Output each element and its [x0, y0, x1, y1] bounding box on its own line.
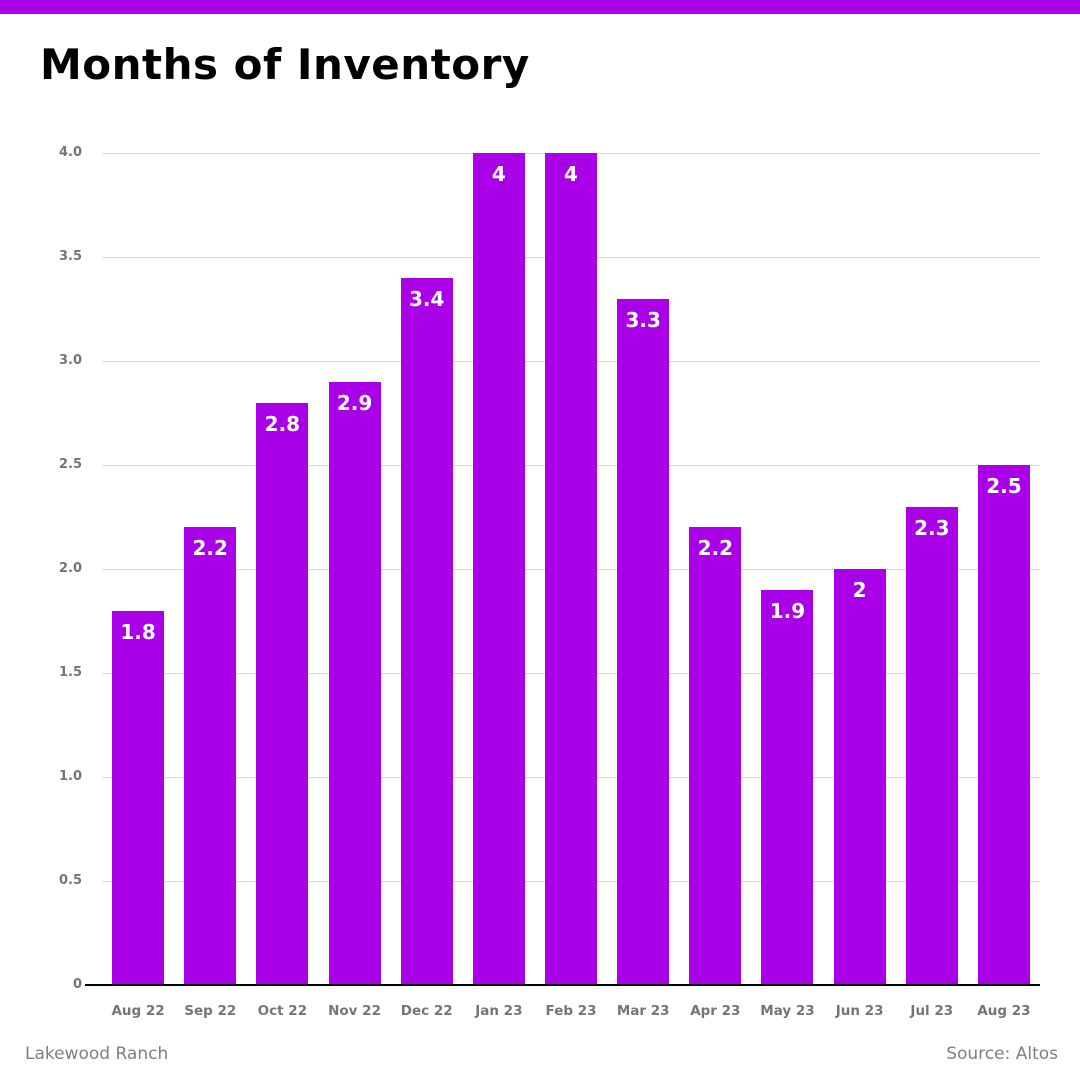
bar-mar-23: 3.3	[617, 298, 670, 985]
plot-area: 1.8 2.2 2.8 2.9 3.4 4 4 3.3 2.2 1.9 2 2.3 2.5	[85, 153, 1040, 986]
y-tick-label-0: 0	[72, 977, 82, 992]
bar-jul-23: 2.3	[905, 506, 958, 985]
chart-title: Months of Inventory	[40, 40, 530, 89]
bar-may-23: 1.9	[761, 589, 814, 985]
bar-slot-dec-22: 3.4	[391, 153, 463, 985]
x-tick-label-mar-23: Mar 23	[616, 1003, 670, 1019]
bar-slot-jun-23: 2	[824, 153, 896, 985]
bar-aug-23: 2.5	[977, 465, 1030, 985]
x-tick-label-feb-23: Feb 23	[545, 1003, 597, 1019]
bar-value-label-aug-23: 2.5	[986, 474, 1022, 498]
x-tick-label-apr-23: Apr 23	[690, 1003, 741, 1019]
bar-nov-22: 2.9	[328, 381, 381, 985]
y-tick-label-3.0: 3.0	[58, 353, 82, 368]
bar-value-label-mar-23: 3.3	[625, 307, 661, 332]
x-tick-label-jul-23: Jul 23	[910, 1003, 954, 1019]
bar-slot-may-23: 1.9	[751, 153, 823, 985]
bar-slot-oct-22: 2.8	[246, 153, 318, 985]
bar-jan-23: 4	[472, 153, 525, 985]
y-axis-tick-labels: 0 0.5 1.0 1.5 2.0 2.5 3.0 3.5 4.0	[0, 145, 82, 992]
bar-slot-apr-23: 2.2	[679, 153, 751, 985]
bar-slot-mar-23: 3.3	[607, 153, 679, 985]
x-tick-label-may-23: May 23	[760, 1003, 815, 1019]
x-tick-label-nov-22: Nov 22	[328, 1003, 381, 1019]
bar-value-label-sep-22: 2.2	[192, 536, 228, 561]
bar-value-label-nov-22: 2.9	[336, 390, 373, 415]
bar-slot-jan-23: 4	[463, 153, 535, 985]
x-axis-tick-labels: Aug 22 Sep 22 Oct 22 Nov 22 Dec 22 Jan 23 Feb …	[102, 1003, 1040, 1019]
y-tick-label-1.0: 1.0	[58, 769, 82, 784]
bar-slot-nov-22: 2.9	[318, 153, 390, 985]
bar-value-label-jul-23: 2.3	[914, 515, 950, 540]
bar-value-label-jan-23: 4	[491, 162, 506, 186]
y-tick-label-4.0: 4.0	[58, 145, 82, 160]
x-tick-label-jan-23: Jan 23	[475, 1003, 523, 1019]
bar-sep-22: 2.2	[184, 527, 237, 985]
footer-source-label: Source: Altos	[946, 1044, 1058, 1064]
bar-dec-22: 3.4	[400, 277, 453, 985]
bar-value-label-apr-23: 2.2	[697, 536, 734, 561]
x-tick-label-jun-23: Jun 23	[835, 1003, 884, 1019]
bar-apr-23: 2.2	[689, 527, 742, 985]
x-tick-label-aug-23: Aug 23	[977, 1003, 1031, 1019]
bar-value-label-aug-22: 1.8	[120, 619, 156, 644]
bar-slot-sep-22: 2.2	[174, 153, 246, 985]
bar-value-label-feb-23: 4	[564, 162, 578, 186]
bar-slot-aug-23: 2.5	[968, 153, 1040, 985]
bar-value-label-dec-22: 3.4	[408, 286, 445, 311]
bar-aug-22: 1.8	[112, 610, 165, 985]
x-axis-baseline	[85, 983, 1040, 986]
x-tick-label-dec-22: Dec 22	[400, 1003, 453, 1019]
bar-value-label-jun-23: 2	[852, 578, 867, 602]
bars-container: 1.8 2.2 2.8 2.9 3.4 4 4 3.3 2.2 1.9 2 2.3 2.5	[102, 153, 1040, 985]
top-accent-banner	[0, 0, 1080, 14]
bar-jun-23: 2	[833, 569, 886, 985]
y-tick-label-0.5: 0.5	[58, 873, 82, 888]
x-tick-label-oct-22: Oct 22	[257, 1003, 308, 1019]
bar-value-label-oct-22: 2.8	[264, 411, 301, 436]
bar-feb-23: 4	[545, 153, 598, 985]
y-tick-label-3.5: 3.5	[58, 249, 82, 264]
y-tick-label-1.5: 1.5	[58, 665, 82, 680]
bar-slot-aug-22: 1.8	[102, 153, 174, 985]
footer-location-label: Lakewood Ranch	[25, 1044, 169, 1064]
bar-oct-22: 2.8	[256, 402, 309, 985]
bar-value-label-may-23: 1.9	[769, 598, 806, 623]
y-tick-label-2.0: 2.0	[58, 561, 82, 576]
x-tick-label-sep-22: Sep 22	[184, 1003, 237, 1019]
x-tick-label-aug-22: Aug 22	[111, 1003, 165, 1019]
bar-slot-feb-23: 4	[535, 153, 607, 985]
y-tick-label-2.5: 2.5	[58, 457, 82, 472]
bar-slot-jul-23: 2.3	[896, 153, 968, 985]
